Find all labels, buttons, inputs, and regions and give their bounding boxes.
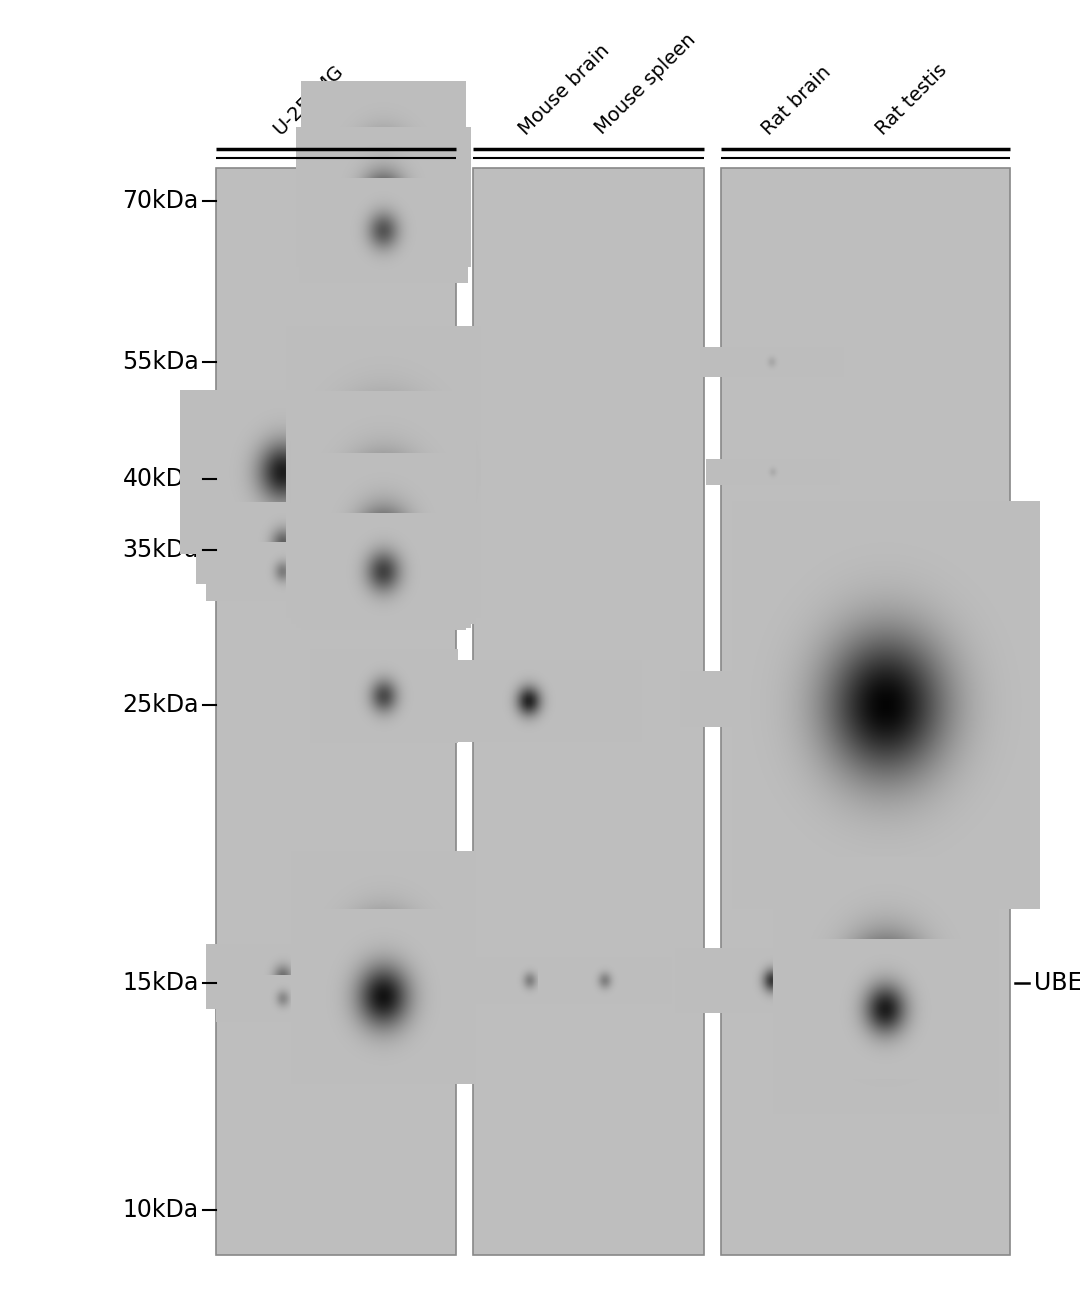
Text: U-251MG: U-251MG: [270, 61, 347, 138]
Text: Mouse spleen: Mouse spleen: [592, 31, 699, 138]
Text: Rat brain: Rat brain: [759, 62, 835, 138]
Text: 70kDa: 70kDa: [122, 189, 199, 212]
Bar: [473, 168, 704, 1255]
Text: 40kDa: 40kDa: [122, 467, 199, 490]
Text: Mouse brain: Mouse brain: [516, 40, 613, 138]
Text: 10kDa: 10kDa: [123, 1198, 199, 1222]
Text: 55kDa: 55kDa: [122, 351, 199, 374]
Text: 35kDa: 35kDa: [122, 538, 199, 562]
Text: Rat testis: Rat testis: [873, 60, 950, 138]
Text: B cells: B cells: [370, 80, 429, 138]
Bar: [216, 168, 456, 1255]
Text: 15kDa: 15kDa: [122, 972, 199, 995]
Text: 25kDa: 25kDa: [122, 694, 199, 717]
Bar: [721, 168, 1010, 1255]
Text: UBE2N: UBE2N: [1034, 972, 1080, 995]
